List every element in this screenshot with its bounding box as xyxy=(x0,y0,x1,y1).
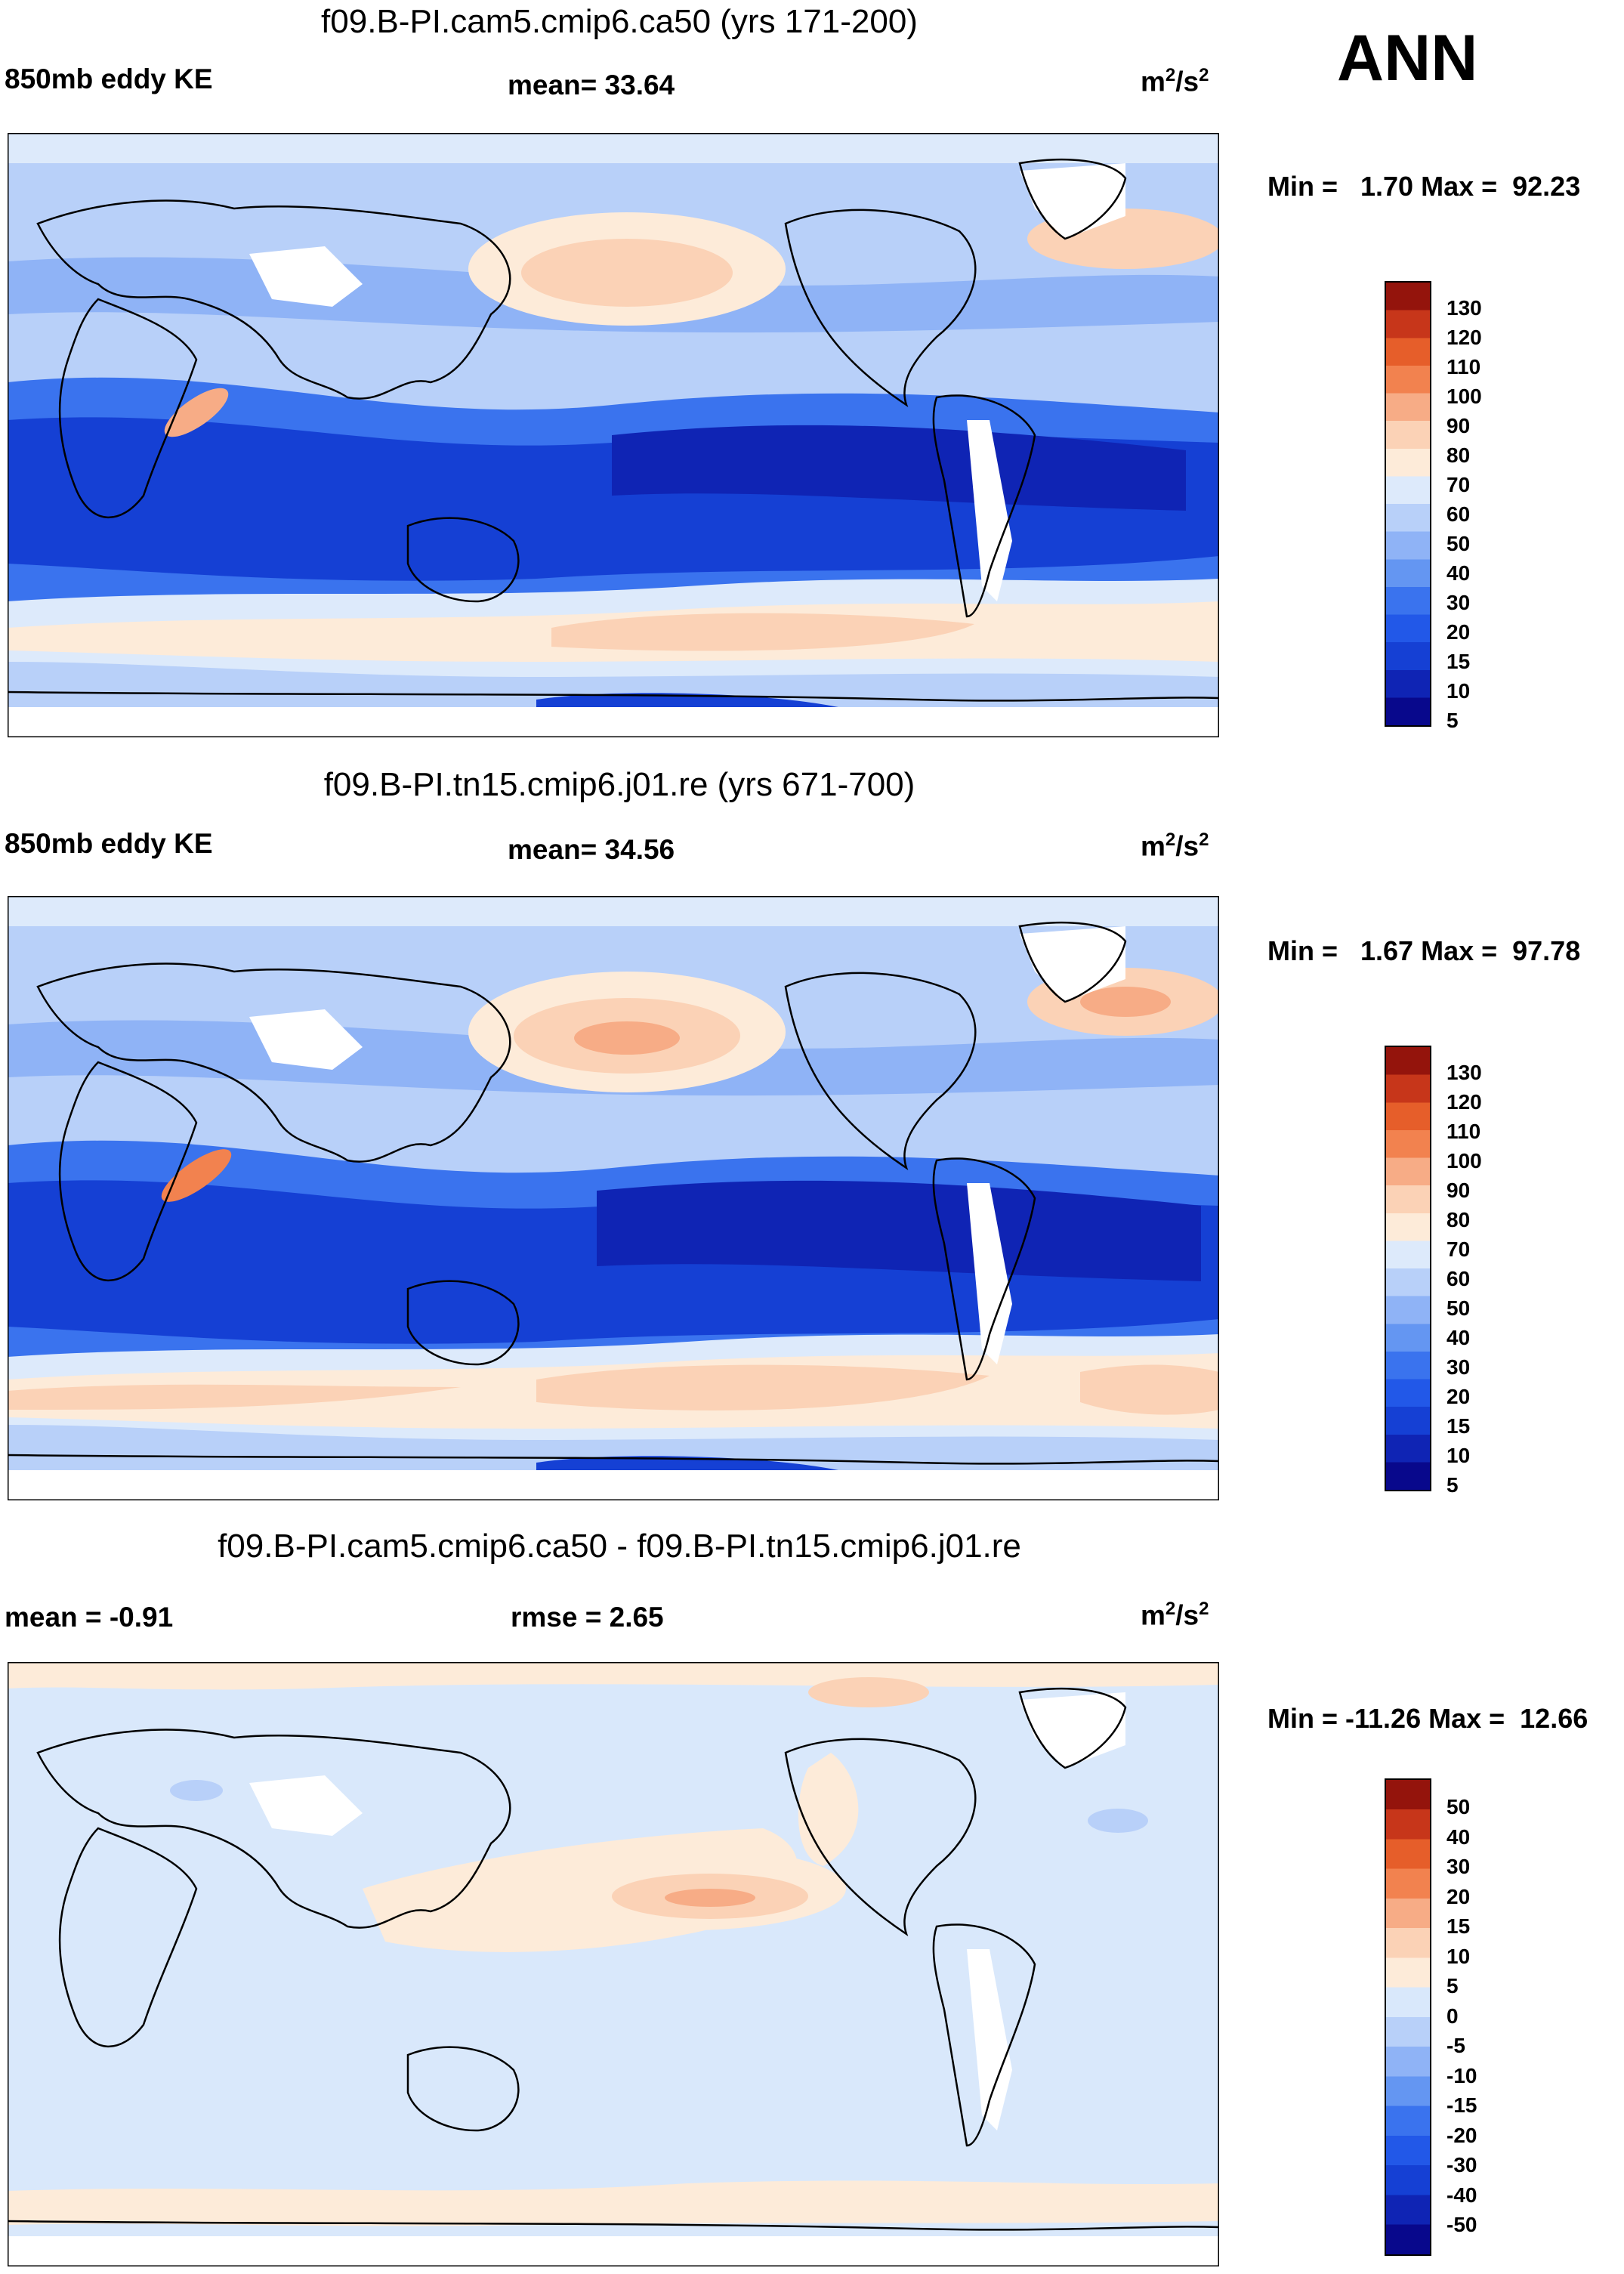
panel-2-tick: 20 xyxy=(1446,1385,1471,1408)
panel-2-map xyxy=(8,896,1219,1500)
panel-2-tick: 30 xyxy=(1446,1355,1471,1379)
panel-2-tick: 10 xyxy=(1446,1444,1471,1467)
panel-3-left-label: mean = -0.91 xyxy=(5,1602,174,1633)
panel-2-tick: 60 xyxy=(1446,1267,1471,1290)
panel-1-map xyxy=(8,133,1219,737)
panel-2-tick: 5 xyxy=(1446,1473,1459,1497)
panel-3-tick: -15 xyxy=(1446,2093,1477,2117)
panel-1-tick: 5 xyxy=(1446,709,1459,732)
panel-1-tick: 110 xyxy=(1446,355,1481,378)
panel-3-colorbar-box xyxy=(1385,1778,1431,2256)
panel-1-minmax: Min = 1.70 Max = 92.23 xyxy=(1267,171,1581,202)
panel-1-tick: 40 xyxy=(1446,561,1471,585)
panel-2-tick: 15 xyxy=(1446,1414,1471,1438)
panel-1-left-label: 850mb eddy KE xyxy=(5,63,213,94)
panel-2-minmax: Min = 1.67 Max = 97.78 xyxy=(1267,935,1581,966)
panel-2-tick: 110 xyxy=(1446,1120,1481,1143)
panel-3-tick: -30 xyxy=(1446,2153,1477,2177)
panel-2-title: f09.B-PI.tn15.cmip6.j01.re (yrs 671-700) xyxy=(323,766,915,803)
panel-1-tick: 15 xyxy=(1446,650,1471,673)
panel-1-colorbar-box xyxy=(1385,281,1431,727)
season-label: ANN xyxy=(1337,22,1478,94)
panel-2-tick: 40 xyxy=(1446,1326,1471,1349)
panel-3-center-label: rmse = 2.65 xyxy=(511,1602,664,1633)
panel-3-tick: 50 xyxy=(1446,1795,1471,1818)
panel-3-tick: -20 xyxy=(1446,2124,1477,2147)
panel-3-minmax: Min = -11.26 Max = 12.66 xyxy=(1267,1703,1588,1734)
panel-1-units: m2/s2 xyxy=(1141,65,1209,97)
panel-1-tick: 60 xyxy=(1446,502,1471,526)
panel-3-tick: 0 xyxy=(1446,2004,1459,2028)
panel-2-tick: 120 xyxy=(1446,1090,1482,1114)
panel-2-tick: 50 xyxy=(1446,1296,1471,1320)
panel-1-tick: 90 xyxy=(1446,414,1471,437)
panel-3-tick: -50 xyxy=(1446,2213,1477,2236)
panel-1-title: f09.B-PI.cam5.cmip6.ca50 (yrs 171-200) xyxy=(321,3,918,40)
panel-3-tick: -10 xyxy=(1446,2064,1477,2087)
panel-2-units: m2/s2 xyxy=(1141,830,1209,862)
panel-2-tick: 130 xyxy=(1446,1061,1482,1084)
panel-2-tick: 100 xyxy=(1446,1149,1482,1173)
panel-1-center-label: mean= 33.64 xyxy=(508,70,675,100)
panel-3-tick: 20 xyxy=(1446,1885,1471,1908)
panel-3-tick: -5 xyxy=(1446,2034,1465,2057)
panel-1-tick: 120 xyxy=(1446,326,1482,349)
panel-2-left-label: 850mb eddy KE xyxy=(5,828,213,859)
panel-3-tick: 5 xyxy=(1446,1974,1459,1997)
panel-1-tick: 20 xyxy=(1446,620,1471,644)
panel-1-tick: 80 xyxy=(1446,443,1471,467)
panel-1-tick: 10 xyxy=(1446,679,1471,703)
panel-3-tick: 40 xyxy=(1446,1825,1471,1849)
panel-2-tick: 70 xyxy=(1446,1237,1471,1261)
panel-2-tick: 90 xyxy=(1446,1179,1471,1202)
panel-3-title: f09.B-PI.cam5.cmip6.ca50 - f09.B-PI.tn15… xyxy=(218,1528,1021,1565)
panel-3-units: m2/s2 xyxy=(1141,1599,1209,1631)
panel-1-tick: 70 xyxy=(1446,473,1471,496)
panel-2-center-label: mean= 34.56 xyxy=(508,834,675,865)
panel-3-tick: -40 xyxy=(1446,2183,1477,2207)
panel-2-tick: 80 xyxy=(1446,1208,1471,1231)
panel-3-tick: 10 xyxy=(1446,1945,1471,1968)
panel-1-tick: 100 xyxy=(1446,385,1482,408)
panel-2-colorbar-box xyxy=(1385,1046,1431,1491)
panel-3-tick: 30 xyxy=(1446,1855,1471,1878)
panel-1-tick: 30 xyxy=(1446,591,1471,614)
panel-3-tick: 15 xyxy=(1446,1914,1471,1938)
panel-3-map xyxy=(8,1662,1219,2266)
panel-1-tick: 50 xyxy=(1446,532,1471,555)
panel-1-tick: 130 xyxy=(1446,296,1482,320)
